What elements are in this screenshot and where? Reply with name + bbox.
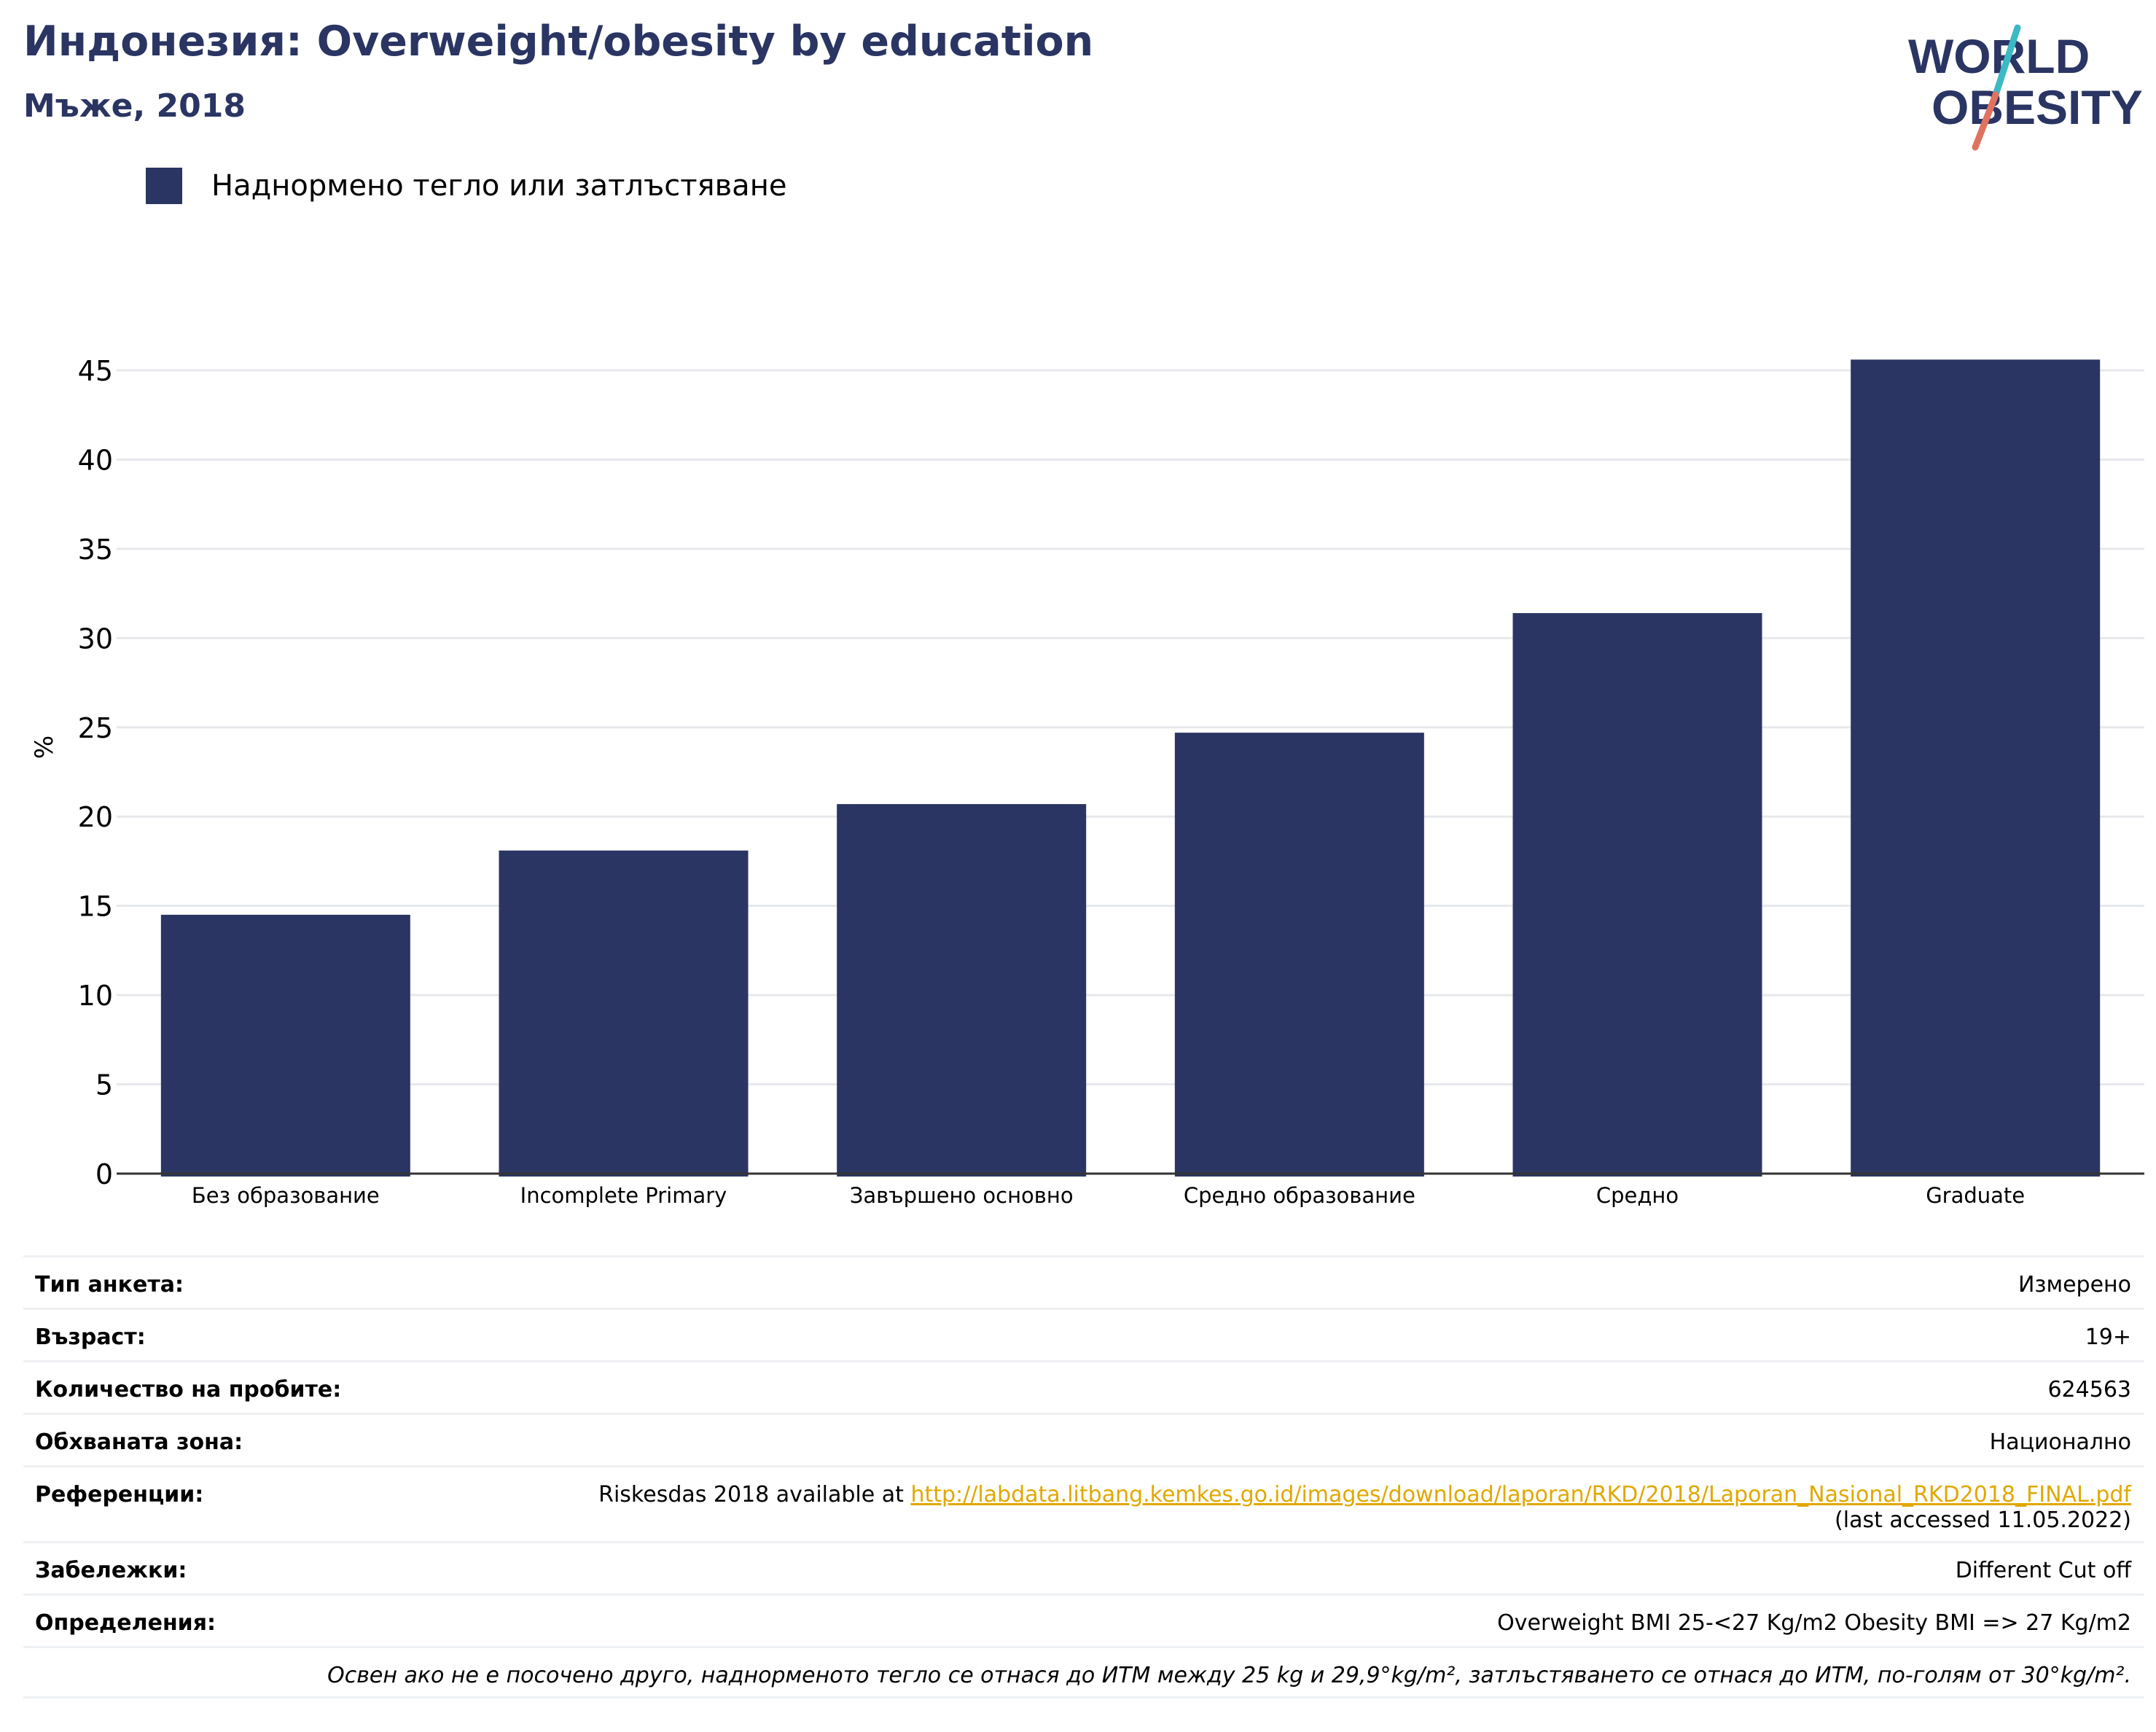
bar	[1512, 613, 1762, 1177]
x-tick-label: Средно	[1596, 1183, 1679, 1208]
chart-title: Индонезия: Overweight/obesity by educati…	[23, 17, 1094, 66]
area-value: Национално	[1989, 1429, 2131, 1455]
chart-subtitle: Мъже, 2018	[23, 87, 246, 125]
references-label: Референции:	[35, 1482, 204, 1507]
logo-line2: OBESITY	[1932, 80, 2143, 134]
logo-slash-bottom	[1972, 91, 1999, 151]
x-tick-label: Без образование	[192, 1183, 380, 1208]
y-tick-label: 20	[78, 801, 113, 833]
y-tick-label: 30	[78, 623, 113, 655]
info-row-notes: Забележки: Different Cut off	[23, 1541, 2144, 1593]
bar	[837, 804, 1087, 1177]
info-row-footnote: Освен ако не е посочено друго, наднормен…	[23, 1646, 2144, 1698]
references-link[interactable]: http://labdata.litbang.kemkes.go.id/imag…	[910, 1482, 2131, 1507]
age-value: 19+	[2085, 1325, 2131, 1350]
notes-label: Забележки:	[35, 1558, 187, 1583]
definitions-value: Overweight BMI 25-<27 Kg/m2 Obesity BMI …	[1497, 1610, 2131, 1636]
y-tick-label: 0	[95, 1158, 113, 1190]
sample-size-value: 624563	[2047, 1377, 2131, 1403]
world-obesity-logo: WORLD OBESITY	[1908, 24, 2143, 151]
x-tick-label: Средно образование	[1184, 1183, 1415, 1208]
y-tick-label: 25	[78, 712, 113, 744]
y-tick-label: 45	[78, 355, 113, 387]
info-row-age: Възраст: 19+	[23, 1308, 2144, 1360]
y-axis-label: %	[30, 736, 59, 759]
legend-label: Наднормено тегло или затлъстяване	[211, 169, 787, 203]
survey-type-label: Тип анкета:	[35, 1272, 184, 1298]
definitions-label: Определения:	[35, 1610, 216, 1636]
y-tick-label: 10	[78, 980, 113, 1012]
sample-size-label: Количество на пробите:	[35, 1377, 342, 1403]
x-tick-label: Graduate	[1926, 1183, 2025, 1208]
x-tick-label: Incomplete Primary	[520, 1183, 727, 1208]
info-table: Тип анкета: Измерено Възраст: 19+ Количе…	[23, 1255, 2144, 1698]
references-prefix: Riskesdas 2018 available at	[598, 1482, 911, 1507]
age-label: Възраст:	[35, 1325, 146, 1350]
info-row-sample-size: Количество на пробите: 624563	[23, 1360, 2144, 1413]
info-row-definitions: Определения: Overweight BMI 25-<27 Kg/m2…	[23, 1593, 2144, 1646]
bar-chart: 0 5 10 15 20 25 30 35 40 45% Без образование Incomp…	[30, 355, 2144, 1208]
survey-type-value: Измерено	[2018, 1272, 2131, 1298]
area-label: Обхваната зона:	[35, 1429, 243, 1455]
y-tick-label: 35	[78, 534, 113, 566]
y-tick-label: 5	[95, 1069, 113, 1101]
bar	[499, 850, 749, 1177]
logo-slash-top	[1992, 24, 2021, 98]
bar	[1851, 359, 2101, 1177]
references-suffix: (last accessed 11.05.2022)	[1835, 1507, 2131, 1533]
notes-value: Different Cut off	[1955, 1558, 2131, 1583]
legend-swatch	[146, 168, 182, 204]
bar	[1174, 733, 1424, 1177]
y-tick-label: 40	[78, 444, 113, 476]
references-value: Riskesdas 2018 available at http://labda…	[598, 1482, 2131, 1533]
y-tick-label: 15	[78, 891, 113, 923]
bar	[160, 914, 410, 1177]
x-tick-label: Завършено основно	[850, 1183, 1074, 1208]
footnote-text: Освен ако не е посочено друго, наднормен…	[327, 1663, 2131, 1688]
info-row-references: Референции: Riskesdas 2018 available at …	[23, 1465, 2144, 1541]
info-row-survey-type: Тип анкета: Измерено	[23, 1255, 2144, 1308]
chart-legend: Наднормено тегло или затлъстяване	[146, 168, 786, 204]
info-row-area: Обхваната зона: Национално	[23, 1413, 2144, 1465]
